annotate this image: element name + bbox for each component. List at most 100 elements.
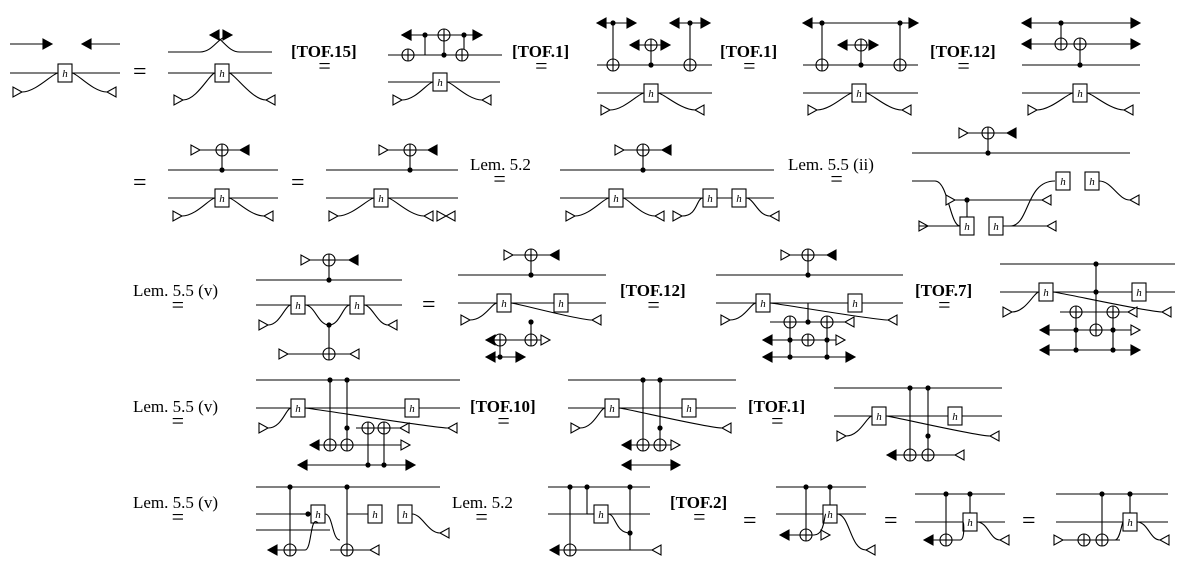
- open-triangle-terminal: [1122, 104, 1134, 116]
- wire-curve: [21, 72, 59, 93]
- rule-equals: =: [535, 53, 547, 78]
- wire-curve: [574, 197, 610, 217]
- rule-label: [TOF.12]: [620, 281, 686, 300]
- filled-triangle-terminal: [1038, 344, 1050, 356]
- row1-tof1a: h: [595, 17, 712, 116]
- h-gate-label: h: [354, 300, 360, 312]
- open-triangle-terminal: [780, 249, 792, 261]
- h-gate: [947, 406, 963, 426]
- filled-triangle-terminal: [670, 459, 682, 471]
- filled-triangle-terminal: [405, 459, 417, 471]
- rule-equals: =: [497, 408, 509, 433]
- equals-sign: =: [133, 170, 147, 196]
- row5-b: h: [548, 484, 662, 557]
- wire-curve: [304, 521, 319, 551]
- h-gate-label: h: [372, 509, 378, 521]
- open-triangle-terminal: [600, 104, 612, 116]
- wire-curve: [845, 415, 873, 437]
- h-gate: [1131, 282, 1147, 302]
- rule-equals: =: [693, 504, 705, 529]
- open-triangle-terminal: [258, 422, 270, 434]
- wire-curve: [387, 197, 425, 217]
- open-triangle-terminal: [720, 314, 732, 326]
- wire-curve: [885, 415, 991, 437]
- open-triangle-terminal: [446, 422, 458, 434]
- filled-triangle-terminal: [778, 529, 790, 541]
- h-gate-label: h: [876, 411, 882, 423]
- wire-curve: [469, 302, 498, 321]
- filled-triangle-terminal: [868, 39, 880, 51]
- row2-d: h h h h: [912, 126, 1140, 236]
- filled-triangle-terminal: [825, 249, 837, 261]
- wire-curve: [228, 197, 265, 217]
- filled-triangle-terminal: [548, 544, 560, 556]
- rule-label: [TOF.1]: [720, 42, 777, 61]
- h-gate-label: h: [295, 300, 301, 312]
- h-gate-label: h: [648, 88, 654, 100]
- wire-curve: [510, 302, 593, 321]
- equals-sign: =: [422, 292, 436, 318]
- row2-b: h: [326, 143, 458, 222]
- open-triangle-terminal: [300, 254, 312, 266]
- rule-label: [TOF.7]: [915, 281, 972, 300]
- wire-curve: [181, 197, 216, 217]
- wire-curve: [579, 407, 606, 429]
- equals-sign: =: [291, 170, 305, 196]
- rule-label: [TOF.1]: [748, 397, 805, 416]
- h-gate: [373, 188, 389, 208]
- filled-triangle-terminal: [922, 534, 934, 546]
- row1-lhs: h: [10, 38, 120, 98]
- h-gate: [643, 83, 659, 103]
- wire-curve: [446, 81, 483, 101]
- rule-label: [TOF.10]: [470, 397, 536, 416]
- filled-triangle-terminal: [266, 544, 278, 556]
- open-triangle-terminal: [12, 86, 24, 98]
- open-triangle-terminal: [1158, 534, 1170, 546]
- equals-sign: =: [743, 508, 757, 534]
- h-gate: [608, 188, 624, 208]
- open-triangle-terminal: [768, 210, 780, 222]
- open-triangle-terminal: [864, 544, 876, 556]
- rule-equals: =: [938, 292, 950, 317]
- filled-triangle-terminal: [426, 144, 438, 156]
- wire-curve: [769, 302, 889, 321]
- equals-sign: =: [884, 508, 898, 534]
- rule-equals: =: [647, 292, 659, 317]
- open-triangle-terminal: [565, 210, 577, 222]
- h-gate: [57, 63, 73, 83]
- rule-label: Lem. 5.5 (v): [133, 281, 218, 300]
- h-gate-label: h: [315, 509, 321, 521]
- rule-equals: =: [475, 504, 487, 529]
- filled-triangle-terminal: [1005, 127, 1017, 139]
- open-triangle-terminal: [190, 144, 202, 156]
- filled-triangle-terminal: [836, 39, 848, 51]
- wire-curve: [607, 513, 631, 534]
- wire-curve: [1114, 521, 1124, 541]
- open-triangle-terminal: [820, 529, 832, 541]
- open-triangle-terminal: [262, 210, 274, 222]
- filled-triangle-terminal: [400, 29, 412, 41]
- h-gate-label: h: [1089, 176, 1095, 188]
- h-gate: [496, 293, 512, 313]
- wire-curve: [1009, 180, 1056, 227]
- equals-sign: =: [133, 59, 147, 85]
- filled-triangle-terminal: [620, 459, 632, 471]
- h-gate-label: h: [219, 193, 225, 205]
- control-dot: [925, 433, 931, 439]
- filled-triangle-terminal: [885, 449, 897, 461]
- open-triangle-terminal: [614, 144, 626, 156]
- open-triangle-terminal: [398, 422, 410, 434]
- wire-curve: [1086, 92, 1125, 111]
- wire-curve: [1136, 521, 1161, 541]
- open-triangle-terminal: [438, 527, 450, 539]
- rule-equals: =: [771, 408, 783, 433]
- control-dot: [516, 354, 522, 360]
- h-gate: [214, 63, 230, 83]
- filled-triangle-terminal: [222, 29, 234, 41]
- wire-curve: [267, 407, 292, 429]
